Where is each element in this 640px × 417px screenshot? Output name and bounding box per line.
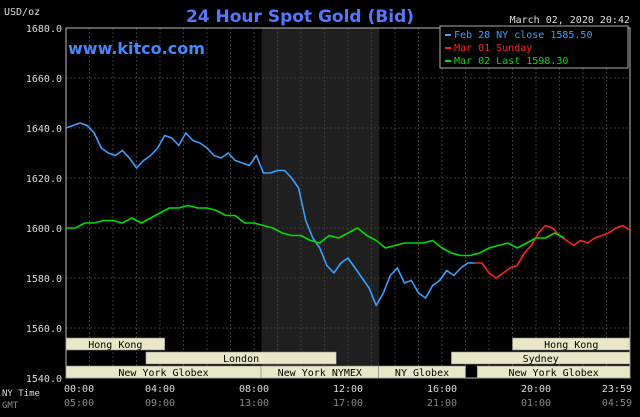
y-tick-label: 1640.0 (26, 124, 62, 135)
shaded-trading-region (261, 28, 380, 378)
session-label: Hong Kong (88, 340, 142, 351)
x-tick-label-ny: 23:59 (602, 384, 632, 395)
session-label: Sydney (523, 354, 559, 365)
x-tick-label-ny: 20:00 (521, 384, 551, 395)
x-tick-label-ny: 04:00 (145, 384, 175, 395)
unit-label: USD/oz (4, 7, 40, 18)
session-bar (378, 365, 466, 379)
x-tick-label-gmt: 04:59 (602, 398, 632, 409)
x-tick-label-gmt: 09:00 (145, 398, 175, 409)
session-label: NY Globex (395, 368, 449, 379)
session-bar (476, 365, 631, 379)
session-label: New York Globex (118, 368, 208, 379)
plot-area (65, 27, 631, 379)
x-tick-label-gmt: 01:00 (521, 398, 551, 409)
chart-title: 24 Hour Spot Gold (Bid) (186, 7, 414, 27)
x-tick-label-gmt: 21:00 (427, 398, 457, 409)
y-tick-label: 1560.0 (26, 324, 62, 335)
legend-label: Mar 01 Sunday (454, 43, 532, 54)
y-tick-label: 1600.0 (26, 224, 62, 235)
y-tick-label: 1620.0 (26, 174, 62, 185)
legend-label: Mar 02 Last 1598.30 (454, 56, 568, 67)
axes: 1540.0 1560.0 1580.0 1600.0 1620.0 1640.0 1660… (2, 24, 632, 411)
session-bar (512, 337, 631, 351)
x-tick-label-gmt: 17:00 (333, 398, 363, 409)
series-line-2 (474, 224, 631, 279)
session-label: New York Globex (508, 368, 598, 379)
session-bar (145, 351, 337, 365)
x-tick-label-ny: 16:00 (427, 384, 457, 395)
legend-label: Feb 28 NY close 1585.50 (454, 30, 592, 41)
datetime-stamp: March 02, 2020 20:42 (510, 15, 630, 26)
session-label: Hong Kong (544, 340, 598, 351)
x-tick-label-ny: 00:00 (64, 384, 94, 395)
y-tick-label: 1580.0 (26, 274, 62, 285)
market-sessions: Hong Kong Hong Kong London Sydney New York G… (65, 337, 631, 379)
legend: Feb 28 NY close 1585.50 Mar 01 Sunday Mar … (439, 25, 629, 69)
series-lines (65, 122, 631, 307)
x-tick-label-gmt: 05:00 (64, 398, 94, 409)
series-line-1 (65, 122, 475, 307)
ny-time-row-label: NY Time (2, 389, 40, 399)
x-tick-label-ny: 12:00 (333, 384, 363, 395)
session-bar (65, 337, 165, 351)
y-tick-label: 1540.0 (26, 374, 62, 385)
series-line-3 (66, 204, 565, 257)
y-tick-label: 1660.0 (26, 74, 62, 85)
session-bar (451, 351, 631, 365)
x-tick-label-ny: 08:00 (239, 384, 269, 395)
session-label: New York NYMEX (278, 368, 362, 379)
y-tick-label: 1680.0 (26, 24, 62, 35)
session-label: London (223, 354, 259, 365)
gmt-row-label: GMT (2, 401, 19, 411)
x-tick-label-gmt: 13:00 (239, 398, 269, 409)
legend-box (439, 25, 629, 69)
watermark: www.kitco.com (68, 39, 205, 58)
